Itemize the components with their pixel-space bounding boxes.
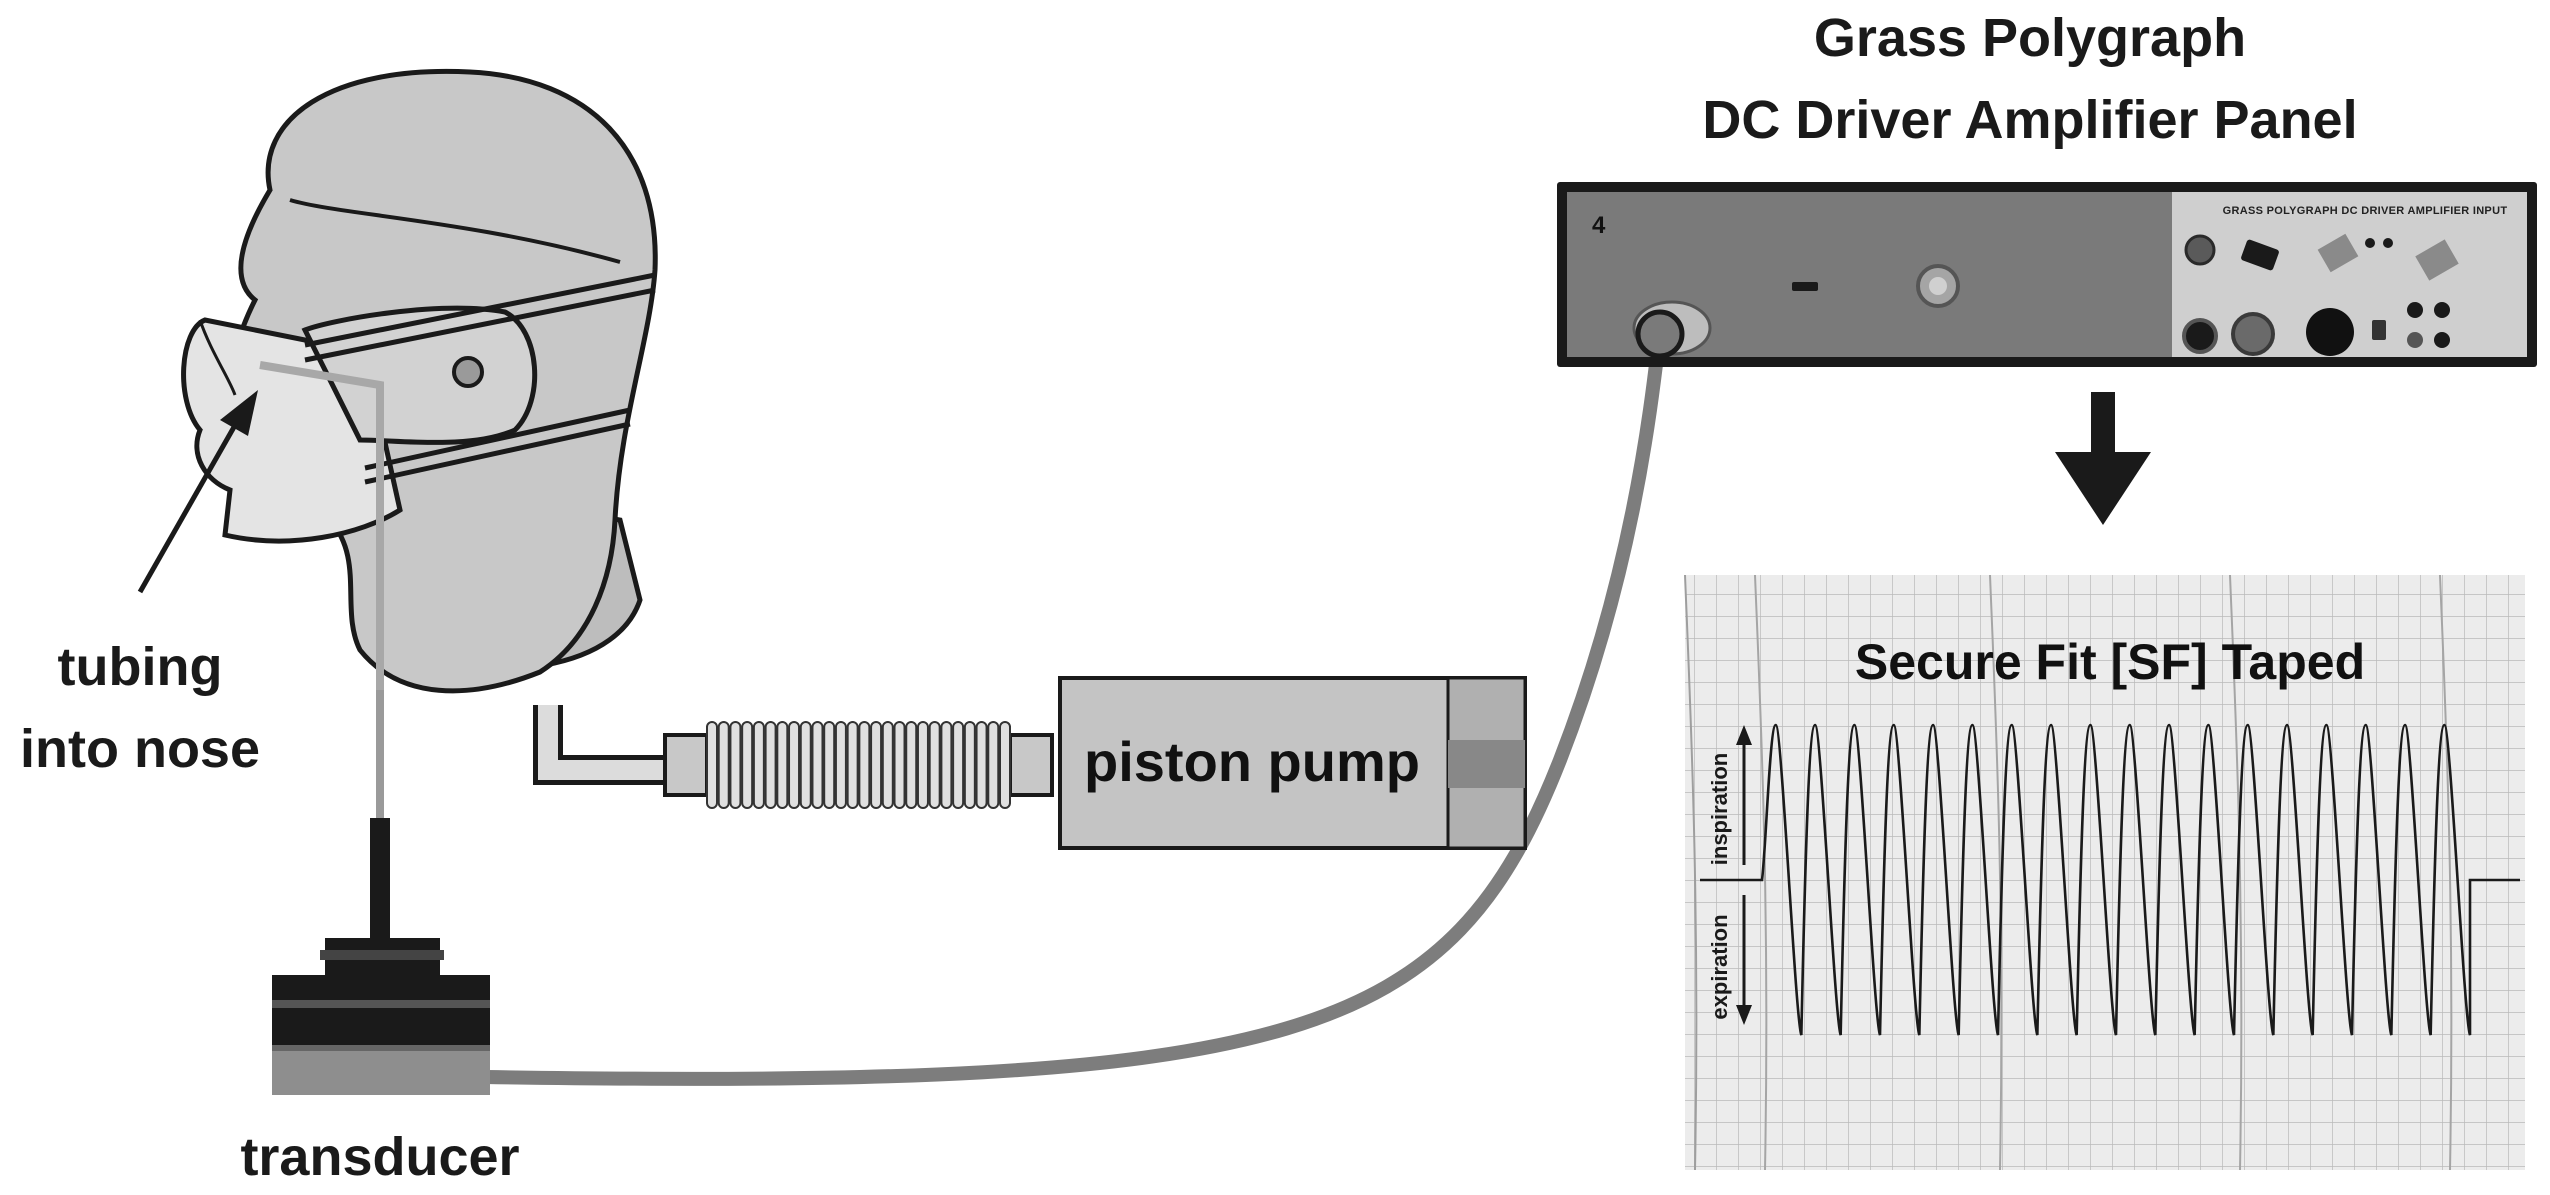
hose-rib <box>999 721 1011 809</box>
hose-rib <box>823 721 836 809</box>
piston-pump-label: piston pump <box>1084 730 1420 793</box>
signal-tube <box>478 323 1667 1086</box>
hose-rib <box>706 721 718 809</box>
hose-rib <box>870 721 883 809</box>
hose-rib <box>940 721 953 809</box>
hose-rib <box>752 721 765 809</box>
transducer-assembly <box>272 690 490 1095</box>
hose-rib <box>881 721 894 809</box>
strap-button <box>452 356 484 388</box>
hose-rib <box>788 721 801 809</box>
mask-outlet-tube <box>533 705 680 785</box>
hose-rib <box>905 721 918 809</box>
nose-arrow <box>137 390 258 594</box>
corrugated-hose <box>663 721 1054 809</box>
hose-rib <box>928 721 941 809</box>
hose-rib <box>987 721 1000 809</box>
panel-input-label: GRASS POLYGRAPH DC DRIVER AMPLIFIER INPU… <box>2222 205 2508 217</box>
hose-rib <box>916 721 929 809</box>
hose-rib <box>975 721 988 809</box>
down-arrow-icon <box>2055 392 2151 525</box>
hose-rib <box>741 721 754 809</box>
tubing-label-line1: tubing <box>57 637 223 697</box>
hose-rib <box>834 721 847 809</box>
mannequin-head <box>181 68 658 820</box>
transducer-label: transducer <box>240 1127 520 1187</box>
panel-title-line1: Grass Polygraph <box>1813 8 2247 68</box>
channel-number: 4 <box>1592 212 1606 239</box>
piston-pump <box>1058 676 1527 850</box>
hose-rib <box>846 721 859 809</box>
hose-rib <box>952 721 965 809</box>
respiration-trace <box>1700 723 2520 1036</box>
hose-rib <box>963 721 976 809</box>
hose-rib <box>811 721 824 809</box>
hose-rib <box>729 721 742 809</box>
tubing-label: tubing into nose <box>0 626 280 790</box>
hose-rib <box>858 721 871 809</box>
hose-rib <box>764 721 777 809</box>
chart-title: Secure Fit [SF] Taped <box>1854 634 2366 690</box>
hose-rib <box>717 721 730 809</box>
hose-rib <box>893 721 906 809</box>
expiration-label: expiration <box>1707 914 1732 1020</box>
inspiration-label: inspiration <box>1707 752 1732 866</box>
hose-rib <box>799 721 812 809</box>
panel-title-line2: DC Driver Amplifier Panel <box>1702 90 2358 150</box>
chart-recording <box>1684 574 2525 1171</box>
amplifier-panel <box>1557 182 2537 367</box>
tubing-label-line2: into nose <box>20 719 260 780</box>
hose-rib <box>776 721 789 809</box>
